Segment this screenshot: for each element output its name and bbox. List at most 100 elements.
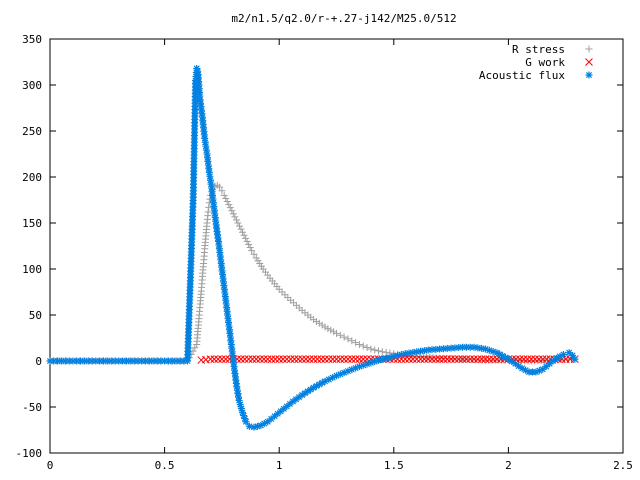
- y-tick-label: -100: [16, 447, 43, 460]
- data-point: [511, 360, 519, 368]
- data-point: [180, 357, 188, 365]
- data-point: [215, 245, 223, 253]
- data-point: [355, 363, 363, 371]
- data-point: [352, 339, 360, 347]
- data-point: [237, 225, 245, 233]
- data-point: [246, 244, 254, 252]
- legend-label: Acoustic flux: [479, 69, 565, 82]
- data-point: [477, 355, 486, 364]
- data-point: [228, 344, 236, 352]
- data-point: [73, 357, 81, 365]
- data-point: [412, 355, 421, 364]
- data-point: [208, 184, 216, 192]
- data-point: [459, 343, 467, 351]
- data-point: [508, 357, 516, 365]
- data-point: [202, 142, 210, 150]
- data-point: [527, 355, 536, 364]
- y-tick-label: 0: [35, 355, 42, 368]
- data-point: [424, 346, 432, 354]
- data-point: [277, 407, 285, 415]
- data-point: [209, 199, 217, 207]
- data-point: [462, 355, 471, 364]
- data-point: [279, 355, 287, 364]
- data-point: [234, 219, 242, 227]
- data-point: [199, 117, 207, 125]
- data-point: [310, 384, 318, 392]
- data-point: [333, 329, 340, 337]
- data-point: [542, 363, 550, 371]
- y-tick-label: 150: [22, 217, 42, 230]
- data-point: [559, 351, 567, 359]
- data-point: [515, 362, 523, 370]
- data-point: [223, 307, 231, 315]
- data-point: [489, 347, 497, 355]
- data-point: [204, 161, 212, 169]
- data-point: [99, 357, 107, 365]
- data-point: [318, 379, 326, 387]
- data-point: [145, 357, 153, 365]
- data-point: [216, 248, 224, 256]
- data-point: [432, 345, 440, 353]
- data-point: [220, 285, 228, 293]
- data-point: [236, 401, 244, 409]
- data-point: [218, 267, 226, 275]
- data-point: [451, 344, 459, 352]
- data-point: [196, 88, 204, 96]
- data-point: [267, 415, 275, 423]
- data-point: [164, 357, 172, 365]
- data-point: [305, 355, 314, 364]
- chart-title: m2/n1.5/q2.0/r-+.27-j142/M25.0/512: [231, 12, 456, 25]
- data-point: [211, 213, 219, 221]
- data-point: [454, 355, 463, 364]
- data-point: [206, 355, 215, 364]
- x-tick-label: 2: [505, 459, 512, 472]
- data-point: [355, 340, 363, 348]
- data-point: [371, 358, 379, 366]
- data-point: [485, 346, 493, 354]
- data-point: [264, 418, 272, 426]
- x-tick-label: 0: [47, 459, 54, 472]
- data-point: [84, 357, 92, 365]
- data-point: [253, 422, 261, 430]
- data-point: [218, 263, 226, 271]
- data-point: [363, 344, 371, 352]
- data-point: [542, 355, 551, 364]
- data-point: [237, 405, 245, 413]
- data-point: [224, 315, 232, 323]
- data-point: [340, 355, 348, 364]
- legend-marker: [585, 58, 593, 66]
- data-point: [221, 289, 229, 297]
- data-point: [157, 357, 165, 365]
- data-point: [532, 368, 540, 376]
- data-point: [340, 333, 348, 341]
- y-tick-label: 300: [22, 79, 42, 92]
- data-point: [499, 352, 507, 360]
- data-point: [417, 347, 425, 355]
- data-point: [309, 355, 318, 364]
- data-point: [245, 240, 253, 248]
- data-point: [470, 355, 478, 364]
- data-point: [221, 355, 230, 364]
- data-point: [481, 345, 489, 353]
- data-point: [431, 355, 440, 364]
- data-point: [321, 323, 329, 331]
- data-point: [271, 355, 280, 364]
- data-point: [344, 367, 352, 375]
- data-point: [92, 357, 100, 365]
- data-point: [229, 210, 237, 218]
- data-point: [439, 355, 448, 364]
- data-point: [267, 355, 276, 364]
- data-point: [199, 120, 207, 128]
- data-point: [210, 202, 218, 210]
- data-point: [226, 329, 234, 337]
- data-point: [375, 356, 383, 364]
- data-point: [257, 421, 265, 429]
- data-point: [227, 337, 235, 345]
- data-point: [307, 386, 315, 394]
- data-point: [397, 351, 405, 359]
- data-point: [327, 326, 335, 334]
- x-tick-label: 1.5: [384, 459, 404, 472]
- data-point: [571, 355, 579, 363]
- legend-label: R stress: [512, 43, 565, 56]
- data-point: [240, 231, 248, 239]
